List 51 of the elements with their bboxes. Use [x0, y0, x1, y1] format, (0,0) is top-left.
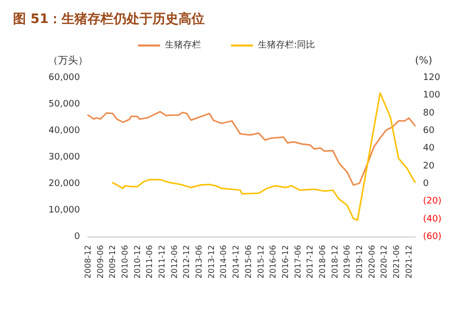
x-tick-label: 2015-12 [256, 245, 266, 278]
x-tick-label: 2019-06 [342, 245, 352, 278]
chart-title: 图 51：生猪存栏仍处于历史高位 [13, 11, 205, 27]
x-tick-label: 2009-12 [108, 245, 118, 278]
y2-tick-label: 20 [423, 161, 435, 172]
x-tick-label: 2013-12 [206, 245, 216, 278]
x-tick-label: 2012-12 [182, 245, 192, 278]
y2-tick-label: 0 [423, 179, 429, 189]
x-tick-label: 2009-06 [96, 245, 105, 278]
x-tick-label: 2018-12 [330, 245, 340, 278]
y-tick-label: 50,000 [48, 100, 80, 110]
x-tick-label: 2014-12 [232, 245, 241, 278]
x-tick-label: 2020-12 [380, 245, 389, 278]
y2-tick-label: (40) [423, 214, 442, 224]
x-tick-label: 2016-12 [281, 245, 290, 278]
x-tick-label: 2011-12 [158, 245, 167, 278]
y2-tick-label: 120 [423, 73, 440, 83]
line-series [112, 92, 416, 221]
x-tick-label: 2014-06 [219, 245, 228, 278]
y-tick-label: 30,000 [48, 152, 80, 162]
x-tick-label: 2018-06 [318, 245, 327, 278]
y2-tick-label: 60 [423, 126, 435, 136]
y-tick-label: 40,000 [48, 126, 80, 136]
x-tick-label: 2016-06 [268, 245, 278, 278]
x-tick-label: 2013-06 [194, 245, 204, 278]
x-tick-label: 2010-12 [132, 245, 142, 278]
x-tick-label: 2020-06 [367, 245, 376, 278]
legend-label: 生猪存栏:同比 [258, 40, 316, 50]
x-tick-label: 2017-12 [306, 245, 315, 278]
y2-tick-label: (60) [423, 232, 442, 242]
y-tick-label: 10,000 [48, 206, 80, 216]
y2-tick-label: 80 [423, 108, 435, 118]
x-tick-label: 2021-06 [392, 245, 402, 278]
y-axis-title: （万头） [48, 54, 88, 66]
x-tick-label: 2019-12 [355, 245, 364, 278]
y2-axis-title: (%) [415, 56, 432, 66]
y2-tick-label: 40 [423, 144, 435, 154]
y2-tick-label: (20) [423, 196, 442, 207]
x-tick-label: 2010-06 [120, 245, 130, 278]
legend-label: 生猪存栏 [164, 40, 201, 50]
line-series [87, 110, 416, 186]
x-tick-label: 2021-12 [404, 245, 414, 278]
x-tick-label: 2015-06 [244, 245, 253, 278]
y2-tick-label: 100 [423, 90, 440, 101]
x-tick-label: 2011-06 [145, 245, 154, 278]
x-tick-label: 2012-06 [170, 245, 179, 278]
y-tick-label: 0 [74, 232, 80, 242]
x-tick-label: 2017-06 [293, 245, 302, 278]
y-tick-label: 20,000 [48, 179, 80, 189]
x-tick-label: 2008-12 [84, 245, 92, 278]
y-tick-label: 60,000 [48, 73, 80, 83]
